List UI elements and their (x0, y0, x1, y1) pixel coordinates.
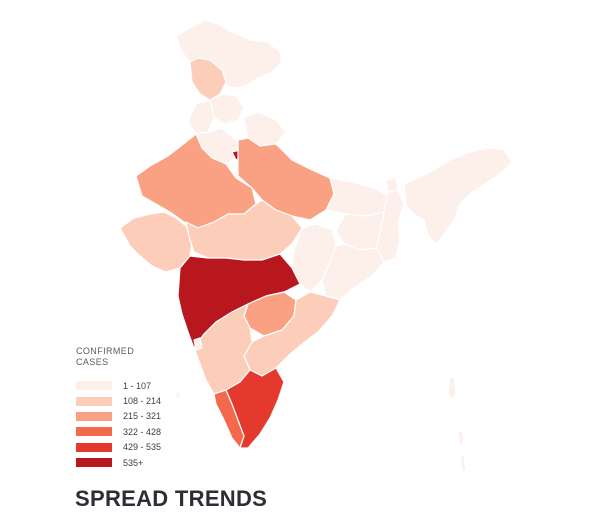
legend-swatch (76, 396, 112, 406)
legend-swatch (76, 381, 112, 391)
region-goa[interactable] (193, 337, 203, 351)
legend-label: 429 - 535 (123, 442, 162, 453)
region-andaman-islands[interactable] (447, 375, 457, 401)
region-karnataka[interactable] (193, 303, 253, 395)
legend-title-line1: CONFIRMED (76, 346, 135, 356)
legend-item: 429 - 535 (76, 440, 161, 455)
region-tamil-nadu[interactable] (225, 367, 285, 449)
legend-title: CONFIRMED CASES (76, 346, 161, 368)
legend-item: 108 - 214 (76, 393, 161, 408)
legend-swatch (76, 411, 112, 421)
region-jk-south[interactable] (189, 57, 227, 101)
region-lakshadweep[interactable] (175, 391, 181, 399)
legend-items: 1 - 107 108 - 214 215 - 321 322 - 428 429 - … (76, 378, 161, 470)
legend-title-line2: CASES (76, 357, 109, 367)
region-himachal[interactable] (209, 93, 245, 125)
legend-label: 215 - 321 (123, 411, 162, 422)
legend-label: 322 - 428 (123, 426, 162, 437)
region-nicobar-islands[interactable] (457, 429, 467, 473)
legend-swatch (76, 442, 112, 452)
region-bihar[interactable] (325, 177, 389, 217)
section-title: SPREAD TRENDS (75, 486, 268, 511)
region-northeast[interactable] (403, 147, 513, 245)
legend-label: 108 - 214 (123, 396, 162, 407)
legend-label: 535+ (123, 457, 144, 468)
legend-swatch (76, 458, 112, 468)
region-odisha[interactable] (321, 243, 385, 301)
legend: CONFIRMED CASES 1 - 107 108 - 214 215 - 32… (76, 346, 161, 470)
legend-label: 1 - 107 (123, 380, 152, 391)
legend-item: 535+ (76, 455, 161, 470)
region-punjab[interactable] (187, 99, 215, 135)
legend-item: 1 - 107 (76, 378, 161, 393)
region-gujarat[interactable] (119, 211, 193, 273)
legend-item: 322 - 428 (76, 424, 161, 439)
legend-item: 215 - 321 (76, 409, 161, 424)
legend-swatch (76, 427, 112, 437)
region-rajasthan[interactable] (135, 133, 257, 229)
